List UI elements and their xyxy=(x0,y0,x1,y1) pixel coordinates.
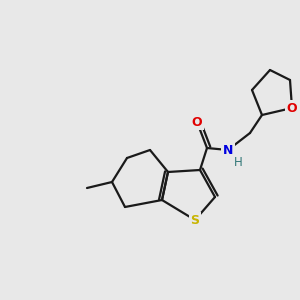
Text: H: H xyxy=(234,157,242,169)
Text: O: O xyxy=(192,116,202,128)
Text: S: S xyxy=(190,214,200,226)
Text: O: O xyxy=(287,101,297,115)
Text: N: N xyxy=(223,143,233,157)
